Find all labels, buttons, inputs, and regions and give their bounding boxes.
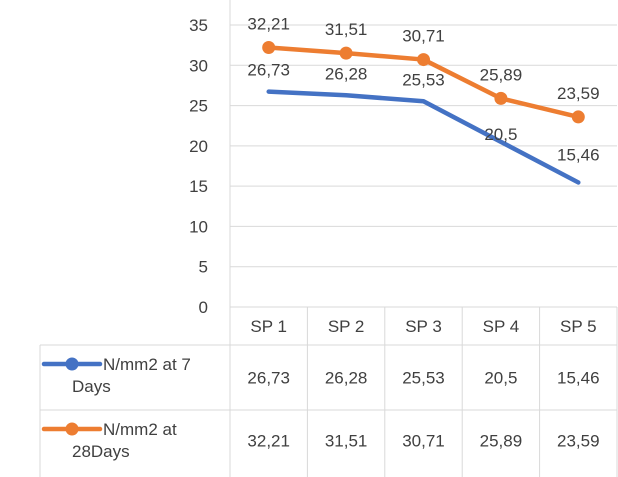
data-label: 23,59 — [557, 84, 600, 103]
table-cell: 31,51 — [325, 432, 368, 451]
x-category-label: SP 2 — [328, 317, 365, 336]
x-category-label: SP 4 — [483, 317, 520, 336]
x-category-label: SP 3 — [405, 317, 442, 336]
table-cell: 25,89 — [480, 432, 523, 451]
series-lines — [262, 40, 585, 185]
table-cell: 15,46 — [557, 369, 600, 388]
y-tick-label: 10 — [189, 217, 208, 236]
table-cell: 20,5 — [484, 369, 517, 388]
legend-label: 28Days — [72, 442, 130, 461]
y-tick-label: 20 — [189, 137, 208, 156]
y-tick-label: 5 — [199, 258, 208, 277]
y-tick-label: 15 — [189, 177, 208, 196]
x-category-label: SP 5 — [560, 317, 597, 336]
data-label: 31,51 — [325, 20, 368, 39]
table-cell: 30,71 — [402, 432, 445, 451]
data-label: 25,53 — [402, 70, 445, 89]
data-label: 25,89 — [480, 65, 523, 84]
data-point — [494, 91, 508, 105]
data-point — [571, 110, 585, 124]
legend-key-marker — [65, 422, 79, 436]
data-point — [417, 53, 430, 67]
table-cell: 32,21 — [247, 432, 290, 451]
data-label: 30,71 — [402, 27, 445, 46]
y-tick-label: 25 — [189, 97, 208, 116]
legend-label: N/mm2 at — [103, 420, 177, 439]
data-label: 26,73 — [247, 61, 290, 80]
legend-label: N/mm2 at 7 — [103, 355, 191, 374]
data-point — [262, 40, 276, 54]
y-tick-label: 30 — [189, 56, 208, 75]
table-cell: 26,73 — [247, 369, 290, 388]
data-label: 32,21 — [247, 14, 290, 33]
legend-label: Days — [72, 377, 111, 396]
data-label: 26,28 — [325, 64, 368, 83]
series-line — [266, 89, 581, 185]
y-tick-label: 0 — [199, 298, 208, 317]
data-table: SP 1 SP 2 SP 3 SP 4 SP 5 N/mm2 at 7 Days 26,73 2… — [39, 0, 618, 477]
data-label: 20,5 — [484, 125, 517, 144]
y-axis: 0 5 10 15 20 25 30 35 — [189, 16, 208, 317]
table-cell: 23,59 — [557, 432, 600, 451]
data-labels: 32,21 31,51 30,71 25,89 23,59 26,73 26,28 25,53… — [247, 14, 599, 164]
table-cell: 26,28 — [325, 369, 368, 388]
legend-key-marker — [65, 357, 79, 371]
y-tick-label: 35 — [189, 16, 208, 35]
data-point — [339, 46, 353, 60]
x-category-label: SP 1 — [250, 317, 287, 336]
table-cell: 25,53 — [402, 369, 445, 388]
data-label: 15,46 — [557, 145, 600, 164]
